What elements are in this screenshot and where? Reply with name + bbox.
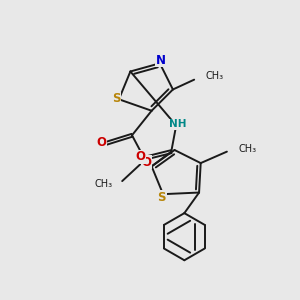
Text: NH: NH xyxy=(169,119,187,129)
Text: CH₃: CH₃ xyxy=(95,179,113,189)
Text: S: S xyxy=(158,191,166,204)
Text: O: O xyxy=(136,150,146,164)
Text: S: S xyxy=(112,92,121,105)
Text: N: N xyxy=(155,53,166,67)
Text: CH₃: CH₃ xyxy=(238,144,256,154)
Text: CH₃: CH₃ xyxy=(206,71,224,81)
Text: O: O xyxy=(96,136,106,148)
Text: O: O xyxy=(141,156,152,169)
